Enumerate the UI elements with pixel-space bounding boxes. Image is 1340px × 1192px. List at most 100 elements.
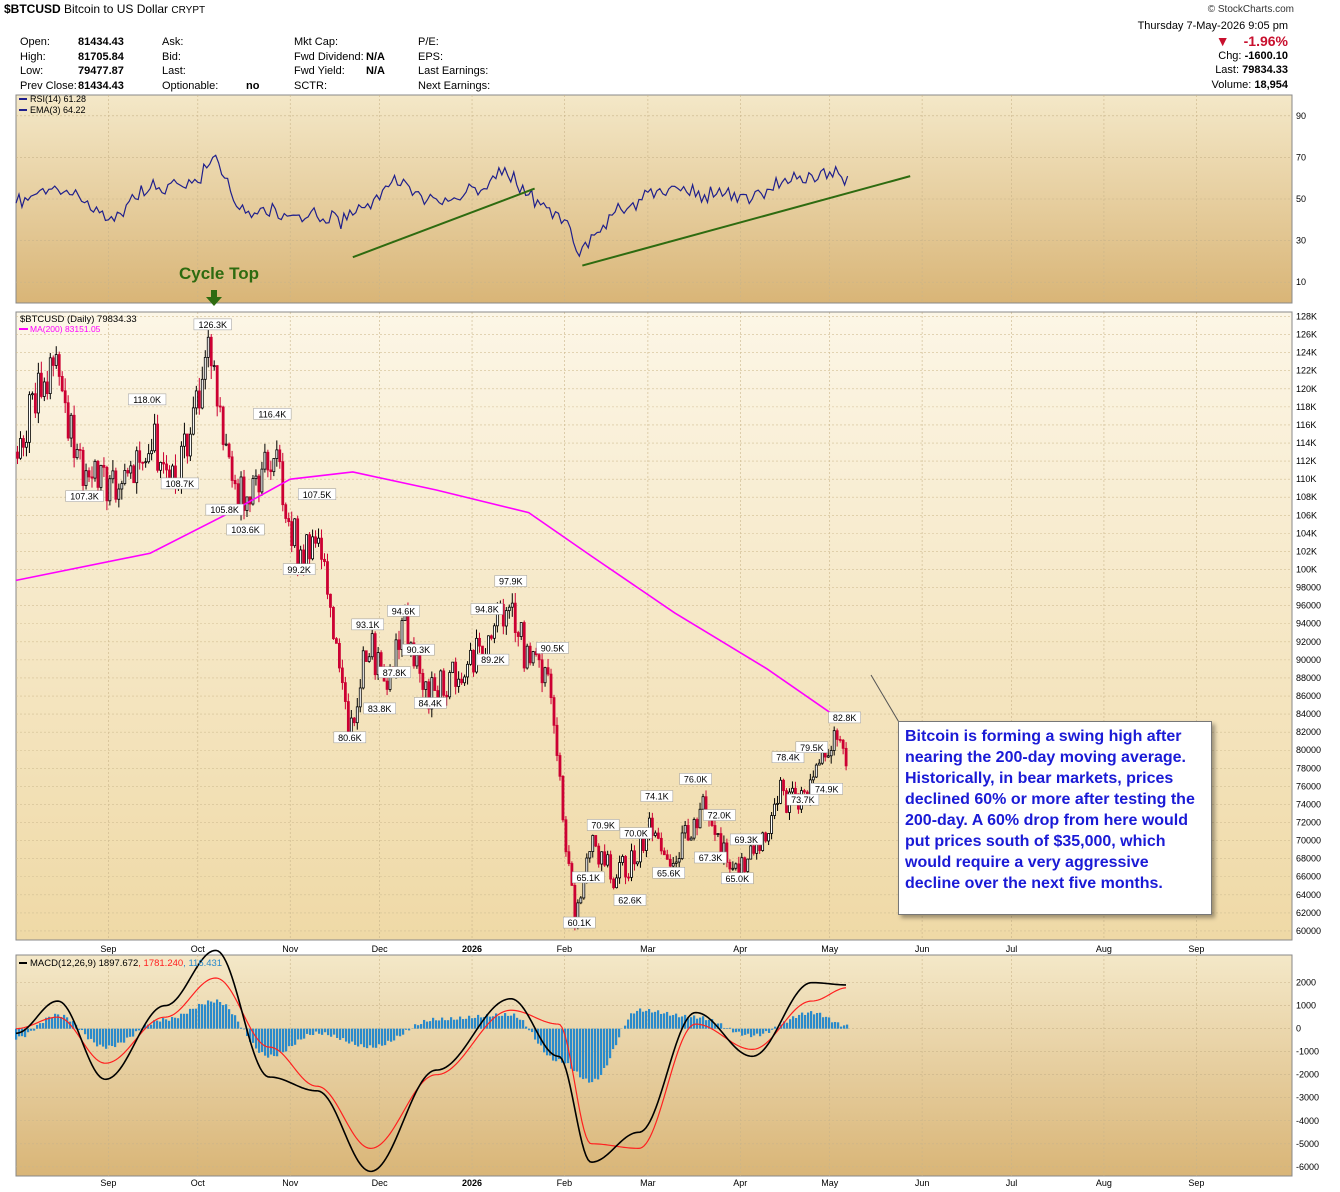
macd-hist-bar [435,1020,438,1029]
candle-body [337,642,341,669]
candle-body [621,856,624,863]
candle-body [39,372,43,397]
macd-hist-bar [42,1023,45,1029]
candle-body [376,652,380,676]
macd-hist-bar [45,1017,48,1029]
swing-label-box [619,827,653,839]
candle-body [30,393,34,396]
candle-body [487,635,490,655]
macd-hist-bar [57,1014,60,1029]
macd-hist-bar [522,1020,525,1029]
macd-hist-bar [642,1011,645,1029]
price-tick-label: 96000 [1296,601,1321,611]
macd-hist-bar [789,1019,792,1029]
swing-label: 108.7K [166,479,195,489]
macd-tick-label: -3000 [1296,1093,1319,1103]
macd-hist-bar [186,1013,189,1029]
swing-label-box [572,871,605,884]
swing-label: 65.1K [577,873,601,883]
macd-hist-bar [540,1028,543,1046]
candle-body [820,752,824,764]
rsi-legend: RSI(14) 61.28 [30,94,86,104]
macd-hist-bar [123,1028,126,1043]
candle-body [454,661,458,687]
macd-hist-bar [249,1028,252,1042]
price-tick-label: 72000 [1296,818,1321,828]
candle-body [254,475,258,479]
macd-hist-bar [543,1028,546,1053]
candle-body [99,464,103,488]
candle-body [159,461,162,471]
macd-hist-bar [117,1028,120,1043]
candle-body [114,470,118,500]
macd-hist-bar [564,1028,567,1064]
rsi-trendline-1 [352,187,535,259]
macd-hist-bar [708,1019,711,1029]
macd-hist-bar [672,1015,675,1029]
macd-hist-bar [501,1015,504,1029]
macd-hist-bar [375,1028,378,1048]
macd-hist-bar [456,1019,459,1029]
swing-label-box [65,490,104,502]
macd-hist-bar [792,1016,795,1029]
candle-body [284,504,288,519]
price-tick-label: 94000 [1296,619,1321,629]
candle-body [764,832,768,842]
price-tick-label: 64000 [1296,890,1321,900]
candle-body [227,443,231,458]
candle-body [424,681,428,690]
macd-hist-bar [594,1028,597,1079]
swing-label-box [795,741,829,754]
candle-body [492,625,496,639]
candle-body [773,803,776,816]
macd-hist-bar [369,1028,372,1046]
ema-legend: EMA(3) 64.22 [30,105,86,115]
candle-body [352,717,356,724]
swing-label-box [128,393,167,406]
candle-body [296,518,300,569]
macd-hist-bar [312,1028,315,1036]
candle-body [111,470,115,480]
price-tick-label: 68000 [1296,854,1321,864]
swing-label: 84.4K [419,698,443,708]
month-label-mid: Apr [733,944,747,954]
candle-body [367,656,371,662]
swing-label: 103.6K [231,525,260,535]
macd-hist-bar [705,1020,708,1029]
macd-hist-bar [786,1022,789,1029]
candle-body [791,787,794,793]
swing-label: 107.3K [70,492,99,502]
price-tick-label: 66000 [1296,872,1321,882]
macd-hist-bar [774,1026,777,1029]
candle-body [731,867,735,870]
macd-hist-bar [702,1016,705,1029]
candle-body [528,645,532,664]
price-tick-label: 90000 [1296,655,1321,665]
macd-hist-bar [426,1021,429,1029]
macd-hist-bar [525,1026,528,1029]
swing-label-box [771,751,805,763]
candle-body [817,762,821,766]
candle-body [358,687,362,708]
macd-hist-bar [237,1021,240,1029]
candle-body [531,651,535,664]
candle-body [317,537,320,544]
swing-label: 62.6K [618,895,642,905]
swing-label: 80.6K [338,733,362,743]
month-label-bottom: Oct [191,1178,206,1188]
macd-hist-bar [111,1028,114,1047]
macd-hist-bar [261,1028,264,1053]
macd-hist-bar [552,1028,555,1061]
candle-body [445,694,449,698]
candle-body [838,739,842,741]
candle-body [543,667,547,684]
candle-body [469,649,472,665]
macd-hist-bar [591,1028,594,1083]
macd-hist-bar [618,1028,621,1038]
macd-hist-bar [537,1028,540,1044]
candle-body [832,730,836,751]
price-tick-label: 82000 [1296,727,1321,737]
swing-label: 79.5K [800,743,824,753]
candle-body [656,832,660,839]
candle-body [713,825,717,835]
